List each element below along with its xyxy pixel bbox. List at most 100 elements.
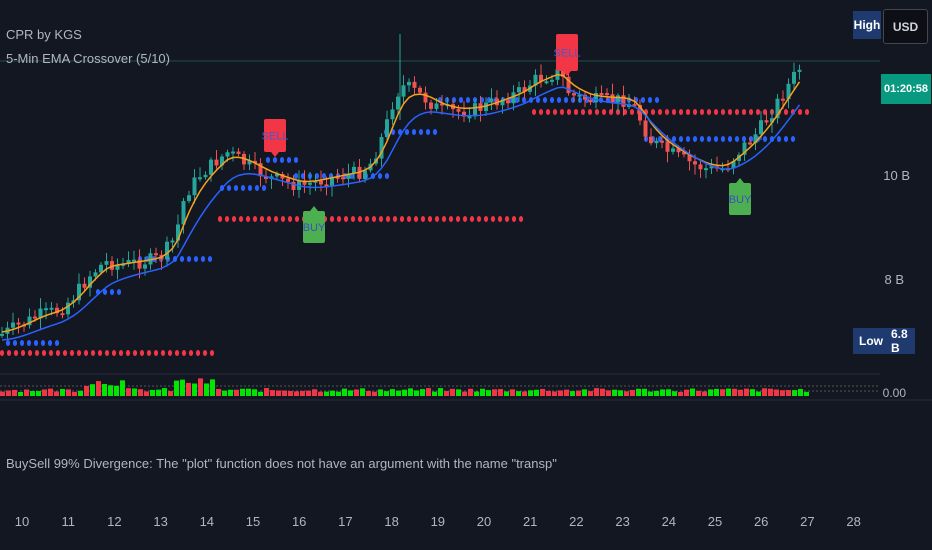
candle-body [599, 93, 604, 96]
cpr-dot [83, 350, 89, 356]
cpr-dot [200, 256, 206, 262]
cpr-dot [559, 109, 565, 115]
cpr-dot [47, 340, 53, 346]
volume-bar [366, 391, 371, 396]
candle-body [93, 272, 98, 277]
volume-bar [498, 389, 503, 396]
volume-bar [294, 391, 299, 396]
volume-bar [84, 385, 89, 396]
cpr-dot [167, 350, 173, 356]
candle-body [137, 259, 142, 269]
volume-tick-zero: 0.00 [882, 386, 906, 400]
volume-bar [798, 389, 803, 396]
candle-body [671, 148, 675, 152]
candle-body [709, 166, 714, 169]
volume-bar [48, 388, 53, 396]
cpr-dot [783, 136, 789, 142]
candle-body [77, 283, 81, 301]
cpr-dot [329, 216, 335, 222]
cpr-dot [287, 216, 293, 222]
cpr-dot [650, 109, 656, 115]
candle-body [440, 103, 444, 106]
cpr-dot [286, 157, 292, 163]
candle-body [49, 307, 54, 310]
cpr-dot [504, 216, 510, 222]
candle-body [187, 195, 191, 202]
cpr-dot [118, 350, 124, 356]
volume-bar [396, 390, 401, 396]
cpr-indicator-title[interactable]: CPR by KGS [6, 27, 82, 42]
candle-body [104, 261, 109, 265]
volume-bar [756, 391, 761, 396]
currency-button[interactable]: USD [883, 9, 928, 44]
cpr-dot [647, 97, 653, 103]
volume-bar [12, 389, 17, 396]
cpr-dot [273, 216, 279, 222]
candle-body [341, 177, 345, 180]
cpr-dot [549, 97, 555, 103]
cpr-dot [629, 109, 635, 115]
candle-body [473, 103, 477, 117]
volume-bar [276, 390, 281, 396]
cpr-dot [455, 216, 461, 222]
cpr-dot [252, 216, 258, 222]
volume-bar [108, 385, 113, 396]
cpr-dot [406, 216, 412, 222]
candle-body [621, 95, 626, 107]
volume-bar [90, 384, 95, 396]
cpr-dot [413, 216, 419, 222]
candle-body [214, 159, 219, 166]
candle-body [500, 100, 505, 106]
candle-body [764, 120, 769, 123]
volume-bar [198, 378, 203, 396]
candle-body [594, 93, 598, 103]
cpr-dot [55, 350, 61, 356]
volume-bar [252, 389, 257, 396]
candle-body [181, 201, 186, 225]
cpr-dot [418, 129, 424, 135]
ema-indicator-title[interactable]: 5-Min EMA Crossover (5/10) [6, 51, 170, 66]
candle-body [390, 109, 395, 120]
cpr-dot [245, 216, 251, 222]
cpr-dot [465, 97, 471, 103]
candle-body [82, 283, 87, 288]
candle-body [60, 313, 65, 316]
volume-bar [762, 388, 767, 396]
candle-body [434, 103, 439, 109]
cpr-dot [657, 136, 663, 142]
candle-body [176, 224, 180, 241]
volume-bar [318, 391, 323, 396]
cpr-dot [254, 185, 260, 191]
cpr-dot [179, 256, 185, 262]
volume-bar [522, 391, 527, 396]
volume-bar [192, 383, 197, 396]
volume-bar [132, 388, 137, 396]
candle-body [247, 160, 252, 165]
volume-bar [264, 388, 269, 396]
volume-bar [270, 390, 275, 396]
volume-bar [174, 380, 179, 396]
volume-bar [180, 379, 185, 396]
volume-bar [60, 389, 65, 396]
volume-bar [102, 383, 107, 396]
volume-bar [492, 389, 497, 396]
cpr-dot [420, 216, 426, 222]
cpr-dot [542, 97, 548, 103]
candle-body [99, 264, 103, 273]
cpr-dot [462, 216, 468, 222]
volume-bar [780, 390, 785, 396]
cpr-dot [139, 350, 145, 356]
candle-body [561, 69, 565, 77]
cpr-dot [132, 350, 138, 356]
volume-bars-layer [0, 378, 880, 396]
cpr-dot [186, 256, 192, 262]
volume-bar [666, 389, 671, 396]
cpr-dot [476, 216, 482, 222]
candle-body [335, 176, 340, 179]
candle-body [462, 111, 466, 117]
cpr-dot [762, 136, 768, 142]
candle-body [577, 94, 582, 97]
volume-bar [456, 389, 461, 396]
